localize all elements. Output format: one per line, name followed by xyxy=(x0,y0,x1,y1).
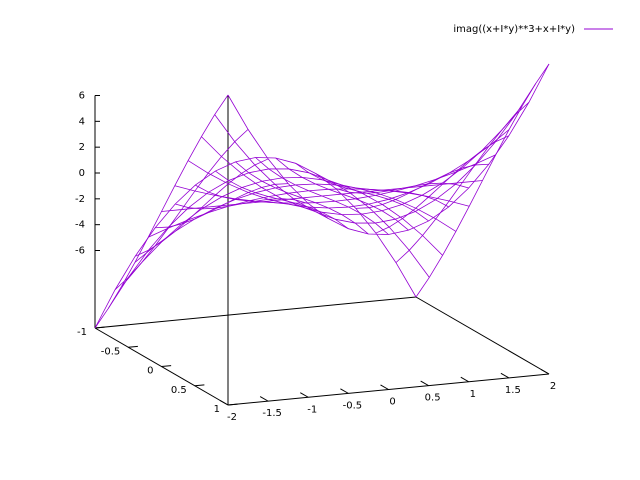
x-tick xyxy=(300,392,309,398)
mesh-line xyxy=(155,183,289,229)
mesh-line xyxy=(255,157,389,235)
base-edge xyxy=(415,296,550,375)
x-tick-label: 1.5 xyxy=(505,385,521,396)
x-tick xyxy=(380,384,389,390)
x-tick-label: -1 xyxy=(307,404,317,415)
y-tick xyxy=(128,345,138,348)
x-tick xyxy=(259,396,269,402)
mesh-line xyxy=(94,94,229,329)
x-tick-label: -1.5 xyxy=(262,408,282,419)
x-tick-label: 1 xyxy=(470,389,476,400)
mesh-line xyxy=(395,101,530,263)
mesh-line xyxy=(275,157,409,231)
x-tick-label: 2 xyxy=(550,381,556,392)
x-tick xyxy=(420,380,429,387)
z-tick-label: 4 xyxy=(79,116,85,127)
y-tick-label: 0 xyxy=(147,366,153,377)
z-tick-label: 6 xyxy=(79,91,85,102)
z-tick-label: 0 xyxy=(79,168,85,179)
mesh-line xyxy=(235,161,369,235)
x-tick xyxy=(540,368,550,375)
z-tick-label: 2 xyxy=(79,142,85,153)
base-edge xyxy=(94,296,417,329)
mesh-line xyxy=(295,162,429,222)
y-tick xyxy=(161,365,172,367)
x-tick xyxy=(340,388,349,394)
legend-label: imag((x+I*y)**3+x+I*y) xyxy=(453,24,575,35)
mesh-line xyxy=(415,63,550,298)
x-tick-label: -2 xyxy=(227,412,237,423)
z-tick-label: -6 xyxy=(75,246,85,257)
mesh-line xyxy=(375,135,510,234)
mesh-line xyxy=(355,163,489,209)
x-tick xyxy=(500,372,510,379)
mesh-line xyxy=(335,182,469,194)
y-tick xyxy=(227,403,238,406)
y-tick-label: -1 xyxy=(77,327,87,338)
x-tick xyxy=(460,376,470,383)
x-tick xyxy=(219,399,229,406)
mesh-line xyxy=(215,170,349,230)
z-tick-label: -2 xyxy=(75,194,85,205)
z-tick-label: -4 xyxy=(75,220,85,231)
x-tick-label: 0 xyxy=(389,397,395,408)
mesh-line xyxy=(175,198,309,210)
y-tick xyxy=(94,326,105,329)
mesh-line xyxy=(195,184,329,219)
y-tick-label: -0.5 xyxy=(101,346,121,357)
x-tick-label: 0.5 xyxy=(425,393,441,404)
x-tick-label: -0.5 xyxy=(343,400,363,411)
y-tick-label: 0.5 xyxy=(171,385,187,396)
mesh-line xyxy=(315,173,449,208)
y-tick xyxy=(194,384,205,387)
mesh-line xyxy=(114,129,249,291)
y-tick-label: 1 xyxy=(214,404,220,415)
